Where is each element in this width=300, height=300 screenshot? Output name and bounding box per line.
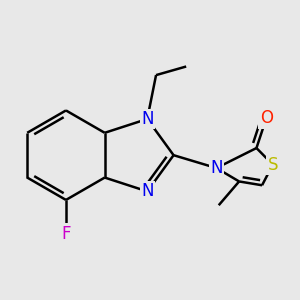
Text: N: N [210, 159, 223, 177]
Text: O: O [260, 109, 273, 127]
Text: F: F [61, 224, 71, 242]
Text: S: S [268, 156, 278, 174]
Text: N: N [141, 110, 154, 128]
Text: N: N [141, 182, 154, 200]
